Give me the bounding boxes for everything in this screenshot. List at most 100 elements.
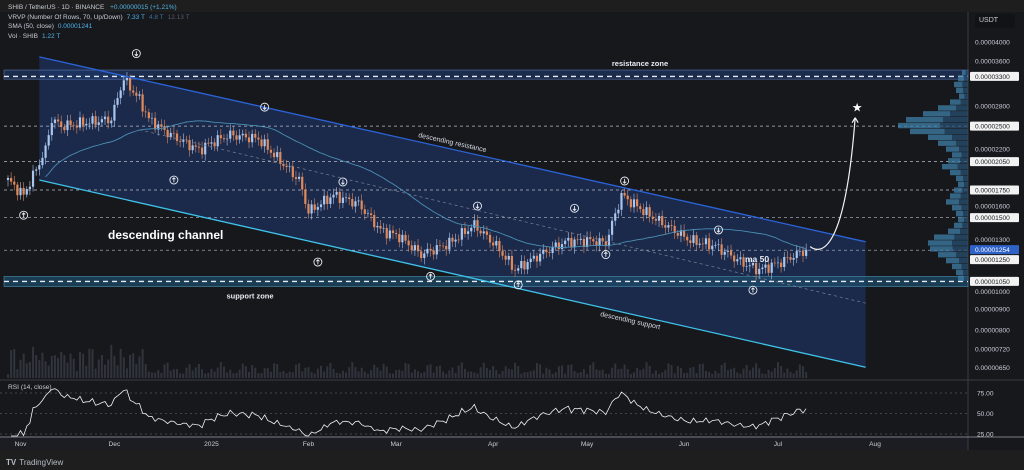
candle [13, 175, 16, 191]
volume-bar [460, 362, 463, 378]
arrow-up-marker-icon [513, 280, 523, 290]
candle-body [103, 116, 107, 120]
candle [776, 256, 780, 269]
candle-body [501, 251, 504, 256]
candle [432, 246, 435, 260]
candle-body [645, 207, 648, 215]
marker-arrow [21, 212, 26, 218]
legend-vrvp-row[interactable]: VRVP (Number Of Rows, 70, Up/Down) 7.33 T… [8, 13, 190, 21]
legend-sma-row[interactable]: SMA (50, close) 0.00001241 [8, 23, 93, 30]
volume-bar [683, 373, 686, 378]
candle-body [385, 227, 388, 239]
candle-body [229, 130, 232, 139]
volume-bar [438, 365, 441, 378]
candle [232, 126, 235, 141]
volume-bar [695, 373, 698, 378]
volume-bar [304, 367, 307, 378]
candle [16, 181, 19, 201]
volume-bar [792, 373, 795, 378]
candle [551, 241, 554, 260]
candle-body [485, 231, 488, 235]
candle-body [758, 268, 761, 275]
volume-bar [611, 367, 614, 378]
volume-bar [704, 371, 707, 378]
candle [179, 135, 182, 148]
candle-body [545, 249, 548, 253]
marker-arrow [262, 104, 267, 111]
volume-bar [676, 366, 679, 378]
volume-bar [723, 362, 726, 378]
candle [733, 251, 736, 268]
time-tick: Mar [390, 441, 402, 448]
candle [25, 186, 28, 198]
volume-bar [78, 351, 81, 378]
candle [448, 232, 451, 254]
candle-body [28, 186, 32, 189]
rsi-label: RSI (14, close) [8, 384, 52, 391]
candle-body [664, 225, 667, 228]
arrow-down-marker-icon [338, 177, 348, 187]
volume-profile-bar-down [957, 163, 968, 170]
volume-bar [248, 371, 251, 378]
volume-profile-bar-up [956, 175, 964, 182]
candle [100, 115, 103, 127]
candle-body [338, 191, 341, 203]
candle-body [548, 252, 551, 253]
volume-bar [717, 373, 720, 378]
volume-profile-bar-down [962, 187, 968, 193]
candle [701, 237, 704, 251]
volume-bar [60, 351, 63, 378]
volume-bar [485, 367, 488, 378]
volume-bar [157, 370, 160, 378]
candle-body [607, 234, 611, 247]
candle [457, 234, 460, 244]
candle-body [269, 149, 273, 153]
volume-bar [501, 371, 504, 378]
candle [479, 227, 482, 237]
candle [488, 231, 492, 248]
candle-body [404, 234, 407, 241]
price-tick: 0.00000900 [975, 307, 1010, 314]
candle [38, 159, 41, 176]
volume-bar [535, 362, 538, 378]
volume-profile-bar-up [938, 252, 956, 258]
candle [795, 244, 798, 264]
candle-body [35, 169, 38, 171]
volume-bar [28, 362, 31, 378]
candle-body [56, 119, 60, 122]
candle [197, 141, 201, 153]
candle-body [366, 213, 370, 215]
candle-body [689, 240, 692, 243]
level-price-label-bg [970, 121, 1019, 131]
candle [664, 219, 667, 234]
candle-body [266, 139, 269, 150]
candle [398, 227, 401, 248]
currency-selector[interactable]: USDT [975, 14, 1015, 28]
candle-body [441, 245, 445, 247]
candle [657, 212, 661, 227]
legend-symbol-row[interactable]: SHIB / TetherUS · 1D · BINANCE +0.000000… [8, 4, 177, 11]
volume-bar [786, 368, 789, 378]
candle [607, 229, 611, 250]
candle-body [704, 238, 708, 245]
volume-bar [320, 365, 322, 378]
volume-bar [47, 365, 50, 378]
candle-body [85, 123, 88, 126]
marker-arrow [171, 177, 176, 183]
candle [19, 182, 22, 200]
volume-bar [348, 367, 351, 378]
volume-bar [241, 363, 244, 378]
candle-body [723, 251, 726, 255]
volume-profile-bar-down [963, 87, 968, 94]
volume-bar [313, 373, 316, 378]
rsi-tick: 50.00 [977, 411, 994, 418]
volume-bar [510, 369, 513, 378]
candle-body [780, 262, 783, 268]
tradingview-brand[interactable]: TV TradingView [6, 458, 64, 467]
candle [304, 183, 307, 209]
volume-profile-bar-down [943, 117, 968, 123]
volume-bar [194, 367, 197, 378]
legend-vol-row[interactable]: Vol · SHIB 1.22 T [8, 32, 61, 40]
candle [219, 129, 222, 145]
